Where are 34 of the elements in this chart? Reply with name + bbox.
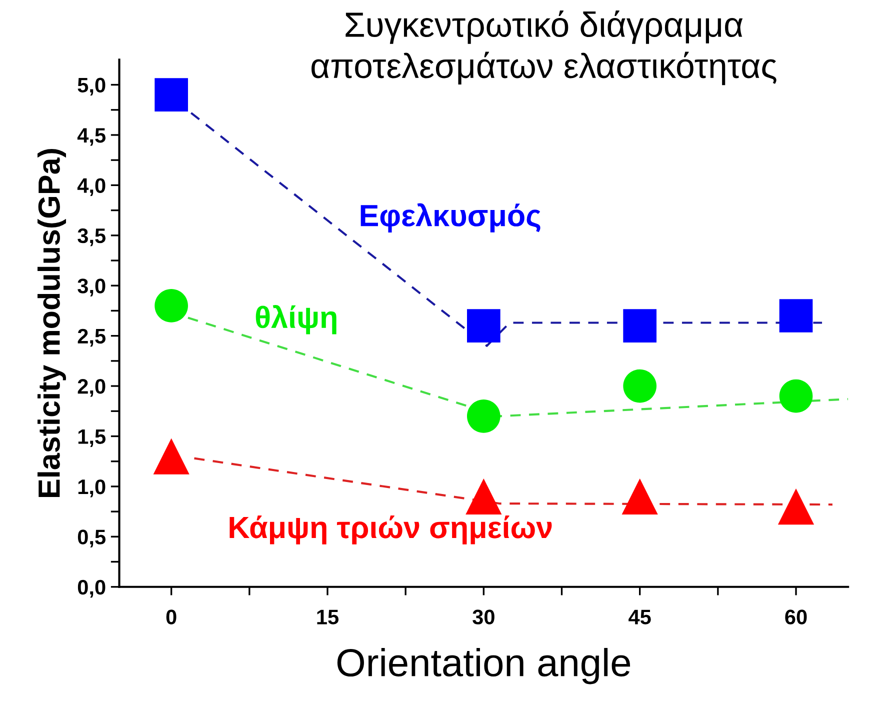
point	[778, 488, 814, 525]
y-tick-label: 5,0	[78, 78, 106, 96]
text: Εφελκυσμός	[360, 203, 540, 232]
point	[623, 369, 656, 403]
x-tick-label: 15	[317, 610, 339, 624]
point	[154, 289, 188, 322]
x-tick-label: 0	[166, 610, 176, 624]
point	[467, 399, 500, 433]
x-tick-label: 30	[472, 610, 494, 624]
y-tick-label: 4,0	[77, 178, 106, 196]
y-tick-label: 2,5	[78, 328, 106, 347]
point	[154, 78, 188, 112]
point	[622, 478, 658, 515]
x-tick-label: 60	[785, 610, 807, 624]
text: θλίψη	[256, 304, 336, 334]
y-tick-label: 0,5	[78, 530, 106, 548]
y-tick-label: 1,5	[78, 429, 106, 448]
y-tick-label: 3,5	[78, 228, 106, 246]
x-axis-title: Orientation angle	[337, 648, 630, 684]
point	[623, 309, 656, 342]
x-tick-label: 45	[628, 610, 651, 624]
point	[153, 438, 190, 474]
y-tick-label: 3,0	[78, 278, 106, 296]
y-tick-label: 2,0	[78, 379, 106, 397]
point	[779, 379, 813, 413]
point	[466, 478, 502, 515]
y-axis-title: Elasticity modulus(GPa)	[38, 149, 66, 497]
series-label: Κάμψη τριών σημείων	[230, 516, 552, 544]
chart-title: Συγκεντρωτικό διάγραμμα αποτελεσμάτων ελαστικότητας	[312, 10, 776, 86]
y-tick-label: 1,0	[78, 479, 106, 498]
point	[467, 309, 500, 342]
y-tick-label: 0,0	[78, 580, 106, 598]
y-tick-label: 4,5	[77, 128, 106, 146]
point	[779, 299, 813, 332]
